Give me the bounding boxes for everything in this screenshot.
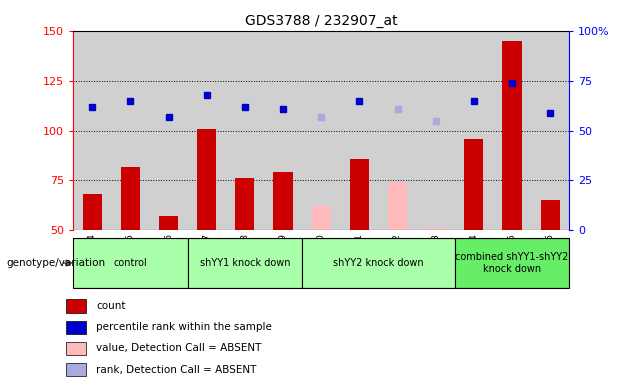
Bar (66, 321, 86, 334)
Text: count: count (96, 301, 125, 311)
Bar (541, 200, 560, 230)
Bar (455, 31, 493, 230)
Bar (226, 31, 264, 230)
Bar (66, 363, 86, 376)
Bar (73, 31, 111, 230)
Bar (531, 31, 569, 230)
Text: shYY2 knock down: shYY2 knock down (333, 258, 424, 268)
Bar (264, 31, 302, 230)
Bar (235, 179, 254, 230)
Bar (188, 238, 302, 288)
Bar (493, 31, 531, 230)
Text: control: control (113, 258, 148, 268)
Text: shYY1 knock down: shYY1 knock down (200, 258, 290, 268)
Bar (340, 31, 378, 230)
Text: rank, Detection Call = ABSENT: rank, Detection Call = ABSENT (96, 364, 256, 375)
Bar (159, 217, 178, 230)
Text: genotype/variation: genotype/variation (6, 258, 106, 268)
Bar (66, 342, 86, 355)
Bar (188, 31, 226, 230)
Title: GDS3788 / 232907_at: GDS3788 / 232907_at (245, 14, 398, 28)
Bar (302, 238, 455, 288)
Bar (111, 31, 149, 230)
Text: percentile rank within the sample: percentile rank within the sample (96, 322, 272, 333)
Bar (66, 300, 86, 313)
Bar (502, 41, 522, 230)
Bar (121, 167, 140, 230)
Bar (149, 31, 188, 230)
Bar (388, 182, 407, 230)
Bar (273, 172, 293, 230)
Bar (302, 31, 340, 230)
Text: value, Detection Call = ABSENT: value, Detection Call = ABSENT (96, 343, 261, 354)
Bar (455, 238, 569, 288)
Bar (83, 194, 102, 230)
Bar (426, 228, 445, 230)
Bar (73, 238, 188, 288)
Bar (464, 139, 483, 230)
Bar (312, 207, 331, 230)
Bar (417, 31, 455, 230)
Bar (197, 129, 216, 230)
Bar (350, 159, 369, 230)
Bar (378, 31, 417, 230)
Text: combined shYY1-shYY2
knock down: combined shYY1-shYY2 knock down (455, 252, 569, 274)
